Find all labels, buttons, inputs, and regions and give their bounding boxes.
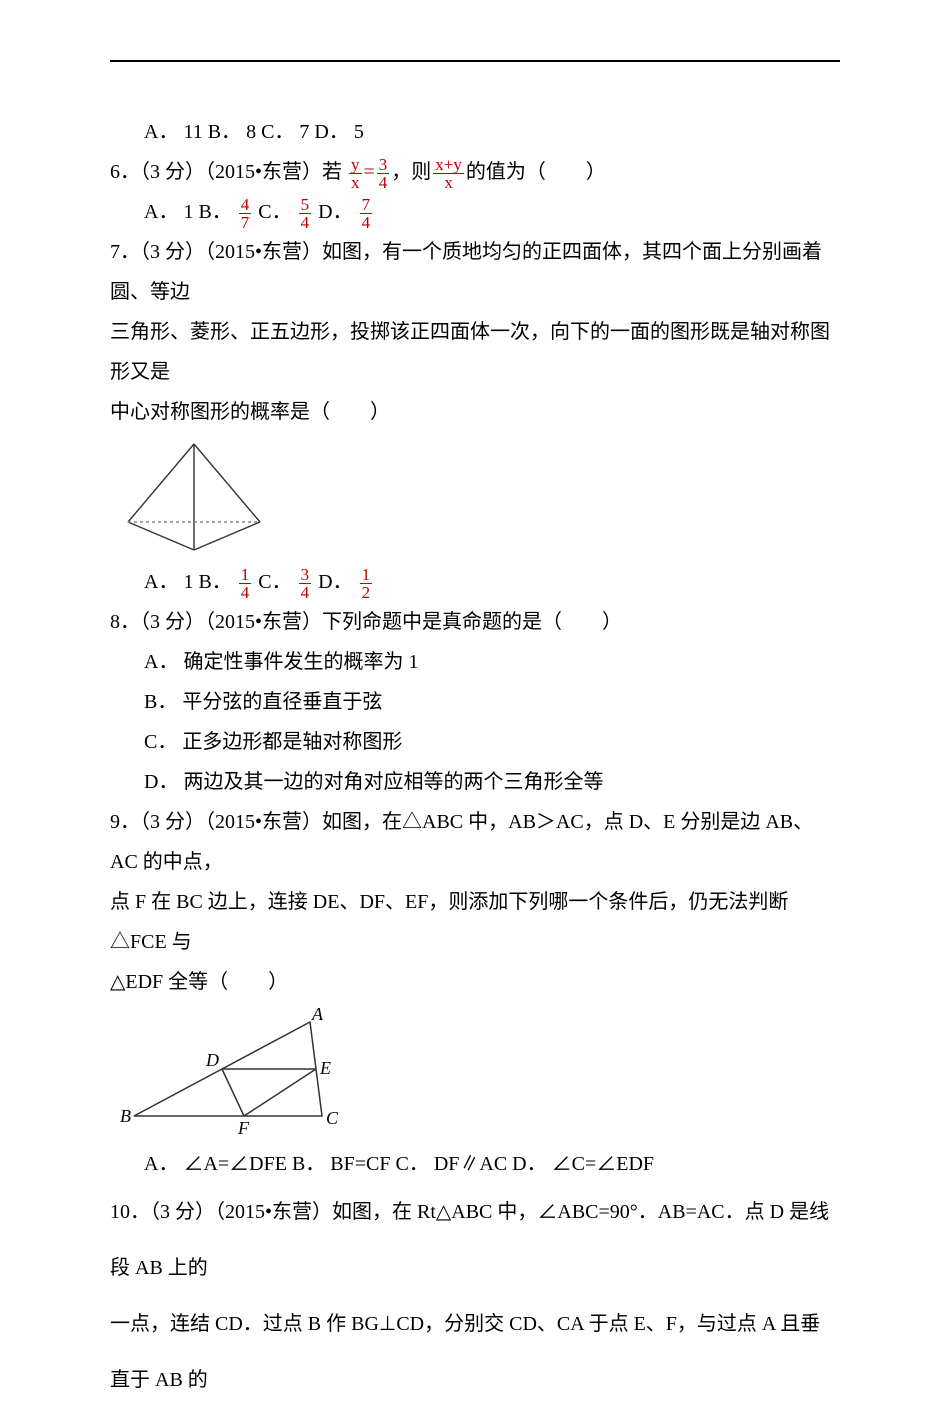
label-C: C [326,1108,339,1128]
opt-label: A． [144,571,178,593]
fraction: 3 4 [299,566,312,601]
q9-line3: △EDF 全等（ ） [110,962,840,1002]
q8-opt-c: C． 正多边形都是轴对称图形 [110,722,840,762]
eq: = [364,161,375,183]
opt-label: B． [198,201,231,223]
opt-label: B． [208,121,241,143]
opt-value: 8 [246,121,256,143]
opt-label: B． [198,571,231,593]
opt-label: C． [261,121,294,143]
q6-stem: 6．（3 分）（2015•东营）若 y x = 3 4 ，则 x+y x 的值为… [110,152,840,192]
fraction: 5 4 [299,196,312,231]
opt-label: C． [258,571,291,593]
q9-figure: A B C D E F [120,1008,840,1138]
q7-line3: 中心对称图形的概率是（ ） [110,392,840,432]
q7-options: A． 1 B． 1 4 C． 3 4 D． 1 2 [110,562,840,602]
opt-label: C． [258,201,291,223]
opt-label: A． [144,121,178,143]
tetrahedron-icon [120,438,268,556]
fraction: y x [349,156,362,191]
fraction: 3 4 [377,156,390,191]
fraction: 1 2 [360,566,373,601]
q9-options: A． ∠A=∠DFE B． BF=CF C． DF∥AC D． ∠C=∠EDF [110,1144,840,1184]
q10-line2: 一点，连结 CD．过点 B 作 BG⊥CD，分别交 CD、CA 于点 E、F，与… [110,1296,840,1408]
opt-label: D． [318,571,352,593]
q5-options: A． 11 B． 8 C． 7 D． 5 [110,112,840,152]
triangle-midsegment-icon: A B C D E F [120,1008,350,1138]
label-E: E [319,1058,331,1078]
label-D: D [205,1050,219,1070]
q9-line2: 点 F 在 BC 边上，连接 DE、DF、EF，则添加下列哪一个条件后，仍无法判… [110,882,840,962]
label-A: A [311,1008,324,1024]
q8-opt-d: D． 两边及其一边的对角对应相等的两个三角形全等 [110,762,840,802]
fraction: 1 4 [239,566,252,601]
opt-value: 1 [183,571,193,593]
fraction: 4 7 [239,196,252,231]
q10-line1: 10．（3 分）（2015•东营）如图，在 Rt△ABC 中，∠ABC=90°．… [110,1184,840,1296]
fraction: 7 4 [360,196,373,231]
q7-line2: 三角形、菱形、正五边形，投掷该正四面体一次，向下的一面的图形既是轴对称图形又是 [110,312,840,392]
q8-opt-b: B． 平分弦的直径垂直于弦 [110,682,840,722]
q8-stem: 8．（3 分）（2015•东营）下列命题中是真命题的是（ ） [110,602,840,642]
q6-suffix: 的值为（ ） [466,161,606,183]
opt-label: D． [314,121,348,143]
fraction: x+y x [433,156,464,191]
label-F: F [237,1118,250,1138]
q7-line1: 7．（3 分）（2015•东营）如图，有一个质地均匀的正四面体，其四个面上分别画… [110,232,840,312]
opt-value: 5 [354,121,364,143]
opt-value: 11 [183,121,202,143]
opt-label: A． [144,201,178,223]
q6-mid: ，则 [391,161,431,183]
q6-options: A． 1 B． 4 7 C． 5 4 D． 7 4 [110,192,840,232]
opt-value: 7 [299,121,309,143]
q9-line1: 9．（3 分）（2015•东营）如图，在△ABC 中，AB＞AC，点 D、E 分… [110,802,840,882]
opt-label: D． [318,201,352,223]
label-B: B [120,1106,131,1126]
opt-value: 1 [183,201,193,223]
top-rule [110,60,840,62]
q6-prefix: 6．（3 分）（2015•东营）若 [110,161,342,183]
q8-opt-a: A． 确定性事件发生的概率为 1 [110,642,840,682]
q7-figure [120,438,840,556]
